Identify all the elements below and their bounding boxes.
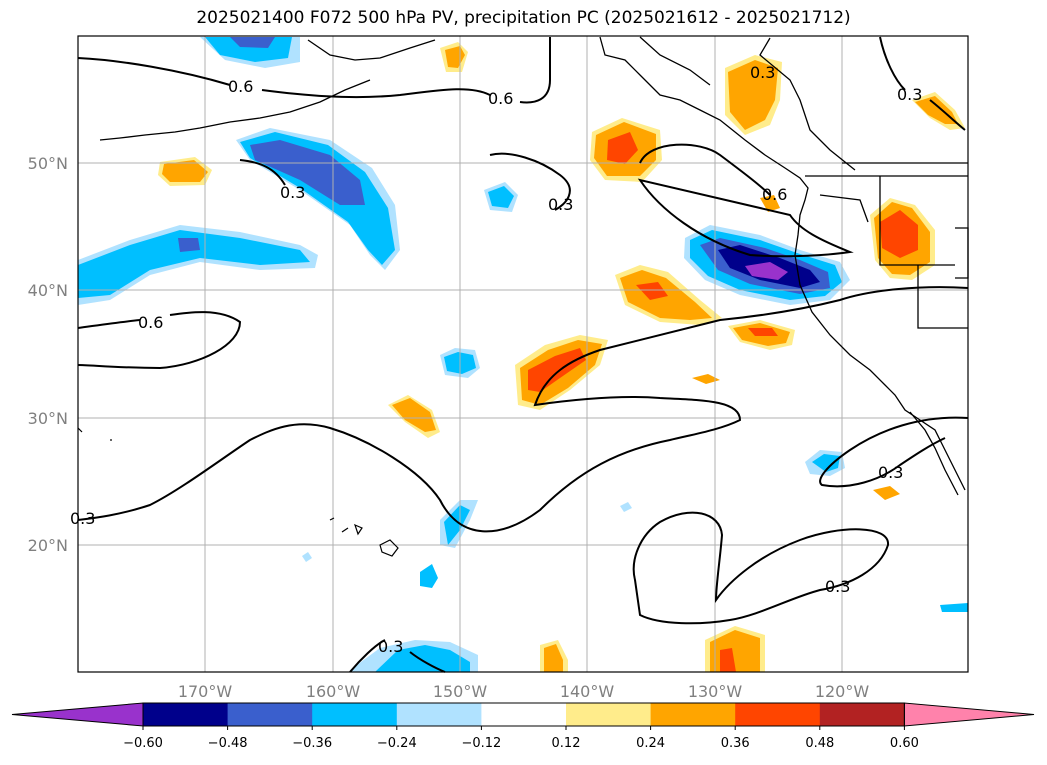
colorbar-extend-low xyxy=(11,702,144,727)
lat-label: 40°N xyxy=(28,281,68,300)
colorbar-box xyxy=(312,703,398,726)
colorbar-tick-label: 0.36 xyxy=(721,736,750,751)
colorbar-tick-label: −0.36 xyxy=(292,736,332,751)
lon-label: 130°W xyxy=(688,682,743,701)
lon-label: 140°W xyxy=(560,682,615,701)
colorbar-box xyxy=(819,703,905,726)
colorbar-box xyxy=(143,703,229,726)
pv-contours xyxy=(77,36,969,673)
lat-label: 20°N xyxy=(28,536,68,555)
colorbar-extend-high xyxy=(903,702,1035,727)
contour-label: 0.6 xyxy=(488,89,513,108)
contour-label: 0.3 xyxy=(548,195,573,214)
contour-label: 0.3 xyxy=(750,63,775,82)
colorbar-tick-label: 0.48 xyxy=(805,736,834,751)
colorbar-tick-label: −0.12 xyxy=(461,736,501,751)
contour-label: 0.3 xyxy=(70,509,95,528)
contour-label: 0.6 xyxy=(138,313,163,332)
contour-label: 0.6 xyxy=(228,77,253,96)
lon-label: 160°W xyxy=(306,682,361,701)
colorbar-tick-label: −0.24 xyxy=(377,736,417,751)
contour-label: 0.6 xyxy=(762,185,787,204)
lon-label: 120°W xyxy=(815,682,870,701)
longitude-labels: 170°W 160°W 150°W 140°W 130°W 120°W xyxy=(178,682,870,701)
colorbar: −0.60 −0.48 −0.36 −0.24 −0.12 0.12 0.24 0.36 0.4… xyxy=(11,702,1035,751)
precip-shading xyxy=(78,37,968,672)
colorbar-tick-label: 0.12 xyxy=(552,736,581,751)
latitude-labels: 50°N 40°N 30°N 20°N xyxy=(28,154,68,555)
contour-label: 0.3 xyxy=(897,85,922,104)
colorbar-box xyxy=(650,703,736,726)
contour-label: 0.3 xyxy=(378,637,403,656)
map-title: 2025021400 F072 500 hPa PV, precipitatio… xyxy=(196,8,851,28)
contour-label: 0.3 xyxy=(878,463,903,482)
hawaii-islands xyxy=(77,427,399,557)
contour-label: 0.3 xyxy=(825,577,850,596)
colorbar-box xyxy=(735,703,821,726)
contour-label: 0.3 xyxy=(280,183,305,202)
colorbar-tick-label: 0.24 xyxy=(636,736,665,751)
colorbar-frame xyxy=(142,702,905,727)
lat-label: 30°N xyxy=(28,409,68,428)
lat-label: 50°N xyxy=(28,154,68,173)
colorbar-tick-label: −0.48 xyxy=(208,736,248,751)
colorbar-tick-label: 0.60 xyxy=(890,736,919,751)
colorbar-box xyxy=(227,703,313,726)
colorbar-tick-label: −0.60 xyxy=(123,736,163,751)
colorbar-box xyxy=(566,703,652,726)
contour-labels: 0.6 0.6 0.3 0.3 0.6 0.6 0.3 0.3 0.3 0.3 … xyxy=(70,63,922,656)
colorbar-box xyxy=(396,703,482,726)
lon-label: 150°W xyxy=(433,682,488,701)
lon-label: 170°W xyxy=(178,682,233,701)
map-frame xyxy=(77,35,969,673)
colorbar-box xyxy=(481,703,567,726)
